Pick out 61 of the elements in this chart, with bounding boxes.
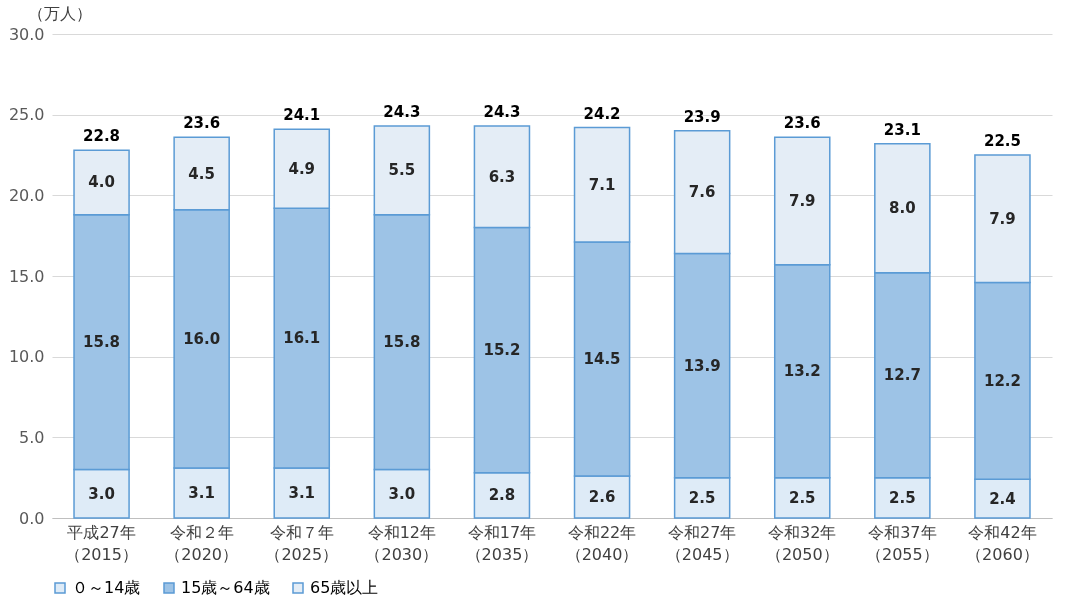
data-label: 16.0 <box>183 329 221 348</box>
data-label: 5.5 <box>388 161 416 180</box>
y-tick-label: 30.0 <box>8 24 45 44</box>
x-tick-label: 令和17年（2035） <box>465 522 539 564</box>
data-label: 4.0 <box>88 173 115 192</box>
x-tick-label: 令和12年（2030） <box>365 522 439 564</box>
total-label: 22.8 <box>83 127 121 146</box>
x-tick-label: 令和32年（2050） <box>765 522 839 564</box>
total-label: 23.6 <box>183 114 221 133</box>
data-label: 3.1 <box>188 483 215 502</box>
y-tick-label: 20.0 <box>8 185 45 205</box>
y-tick-label: 15.0 <box>8 266 45 286</box>
total-label: 23.1 <box>883 120 921 139</box>
x-tick-label: 令和２年（2020） <box>165 522 239 564</box>
data-label: 2.8 <box>488 486 516 505</box>
data-label: 14.5 <box>583 350 621 369</box>
total-label: 24.1 <box>283 106 321 125</box>
total-label: 22.5 <box>983 132 1021 150</box>
total-label: 24.3 <box>483 102 521 121</box>
data-label: 12.2 <box>983 371 1021 390</box>
data-label: 6.3 <box>488 167 516 186</box>
x-tick-label: 令和42年（2060） <box>966 522 1039 564</box>
legend-label: ０～14歳 <box>72 578 141 597</box>
data-label: 7.9 <box>788 191 816 210</box>
data-label: 7.1 <box>588 175 616 194</box>
data-label: 2.5 <box>788 488 816 507</box>
data-label: 15.8 <box>83 333 121 352</box>
total-label: 24.3 <box>383 102 421 121</box>
data-label: 4.9 <box>288 159 316 178</box>
data-label: 2.4 <box>989 489 1016 508</box>
x-tick-label: 令和37年（2055） <box>865 522 939 564</box>
data-label: 15.2 <box>483 341 521 360</box>
data-label: 2.6 <box>588 488 616 507</box>
data-label: 4.5 <box>188 164 215 183</box>
x-tick-label: 令和７年（2025） <box>265 522 339 564</box>
total-label: 23.6 <box>783 114 821 133</box>
data-label: 8.0 <box>889 199 916 218</box>
data-label: 16.1 <box>283 329 321 348</box>
legend-label: 65歳以上 <box>310 578 379 597</box>
data-label: 13.9 <box>683 356 721 375</box>
total-label: 23.9 <box>683 107 721 126</box>
data-label: 2.5 <box>688 488 716 507</box>
data-label: 15.8 <box>383 333 421 352</box>
x-tick-label: 平成27年（2015） <box>65 522 138 564</box>
y-tick-label: 5.0 <box>19 427 45 447</box>
y-axis-title: （万人） <box>28 4 93 23</box>
data-label: 7.6 <box>688 183 716 202</box>
data-label: 3.0 <box>88 484 115 503</box>
x-tick-label: 令和27年（2045） <box>665 522 739 564</box>
y-tick-label: 25.0 <box>8 105 45 125</box>
data-label: 3.0 <box>388 484 416 503</box>
data-label: 3.1 <box>288 483 316 502</box>
data-label: 12.7 <box>883 366 921 385</box>
y-tick-label: 0.0 <box>19 508 45 528</box>
data-label: 7.9 <box>989 209 1016 228</box>
x-tick-label: 令和22年（2040） <box>565 522 639 564</box>
legend-label: 15歳～64歳 <box>181 578 270 597</box>
y-tick-label: 10.0 <box>8 347 45 367</box>
data-label: 13.2 <box>783 362 821 381</box>
total-label: 24.2 <box>583 104 621 123</box>
data-label: 2.5 <box>889 488 916 507</box>
